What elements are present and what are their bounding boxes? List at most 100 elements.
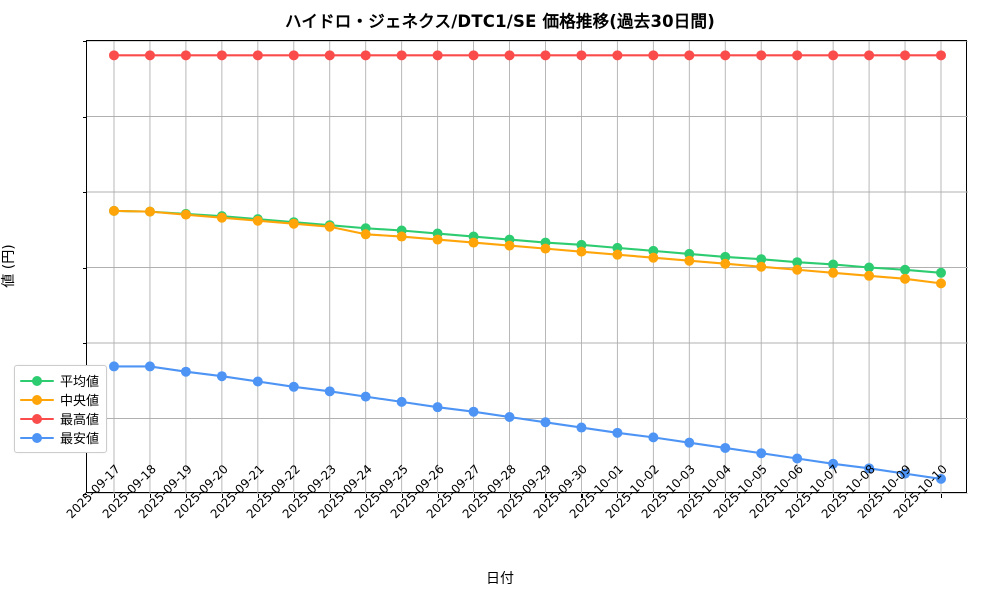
data-series bbox=[109, 205, 946, 278]
data-point bbox=[432, 402, 443, 413]
data-point bbox=[324, 386, 335, 397]
x-tick-mark bbox=[545, 494, 547, 498]
data-point bbox=[648, 50, 659, 61]
data-point bbox=[252, 376, 263, 387]
data-point bbox=[180, 50, 191, 61]
data-point bbox=[324, 221, 335, 232]
data-point bbox=[432, 234, 443, 245]
data-point bbox=[540, 417, 551, 428]
data-point bbox=[288, 50, 299, 61]
x-tick-mark bbox=[149, 494, 152, 498]
legend-item[interactable]: 平均値 bbox=[20, 371, 99, 390]
data-point bbox=[756, 254, 767, 265]
legend-item[interactable]: 最高値 bbox=[20, 409, 99, 428]
x-tick-mark bbox=[581, 494, 583, 498]
data-point bbox=[504, 411, 515, 422]
legend-label: 最高値 bbox=[60, 413, 100, 428]
data-point bbox=[648, 432, 659, 443]
data-point bbox=[252, 50, 263, 61]
legend-swatch bbox=[20, 412, 54, 426]
data-point bbox=[468, 237, 479, 248]
data-point bbox=[612, 427, 623, 438]
data-series bbox=[109, 50, 946, 61]
data-point bbox=[540, 243, 551, 254]
data-point bbox=[109, 361, 119, 372]
data-point bbox=[144, 50, 155, 61]
data-point bbox=[900, 468, 911, 479]
y-tick-mark bbox=[83, 343, 87, 345]
data-point bbox=[792, 264, 803, 275]
data-point bbox=[612, 249, 623, 260]
data-point bbox=[936, 267, 946, 278]
data-point bbox=[396, 396, 407, 407]
data-point bbox=[828, 267, 839, 278]
data-point bbox=[396, 50, 407, 61]
x-tick-mark bbox=[257, 494, 259, 498]
legend-marker-icon bbox=[32, 432, 42, 443]
data-point bbox=[756, 261, 767, 272]
data-point bbox=[792, 257, 803, 268]
y-tick-mark bbox=[83, 267, 87, 269]
data-point bbox=[324, 50, 335, 61]
data-point bbox=[756, 50, 767, 61]
data-point bbox=[756, 448, 767, 459]
data-point bbox=[936, 473, 946, 484]
legend-swatch bbox=[20, 431, 54, 445]
data-point bbox=[864, 463, 875, 474]
data-point bbox=[648, 252, 659, 263]
x-tick-mark bbox=[437, 494, 439, 498]
x-tick-mark bbox=[221, 494, 223, 498]
data-point bbox=[720, 50, 731, 61]
x-axis-label: 日付 bbox=[486, 571, 514, 587]
data-point bbox=[144, 361, 155, 372]
data-point bbox=[180, 366, 191, 377]
data-point bbox=[864, 270, 875, 281]
x-tick-mark bbox=[114, 494, 116, 498]
x-tick-mark bbox=[761, 494, 763, 498]
y-tick-mark bbox=[83, 192, 87, 194]
legend-item[interactable]: 最安値 bbox=[20, 428, 99, 447]
data-point bbox=[432, 50, 443, 61]
series-line bbox=[112, 209, 943, 285]
series-line bbox=[112, 365, 943, 480]
data-point bbox=[936, 278, 946, 289]
data-point bbox=[828, 259, 839, 270]
data-point bbox=[576, 246, 587, 257]
data-point bbox=[576, 422, 587, 433]
data-point bbox=[504, 240, 515, 251]
x-tick-mark bbox=[941, 494, 943, 498]
x-tick-mark bbox=[365, 494, 367, 498]
x-tick-mark bbox=[329, 494, 331, 498]
chart-title: ハイドロ・ジェネクス/DTC1/SE 価格推移(過去30日間) bbox=[285, 12, 715, 31]
data-point bbox=[612, 50, 623, 61]
data-point bbox=[288, 218, 299, 229]
x-tick-mark bbox=[293, 494, 295, 498]
legend-label: 最安値 bbox=[60, 432, 100, 447]
x-tick-mark bbox=[509, 494, 511, 498]
x-tick-mark bbox=[833, 494, 835, 498]
data-series bbox=[109, 361, 946, 484]
x-tick-mark bbox=[689, 494, 691, 498]
data-series-group bbox=[109, 50, 946, 484]
y-tick-mark bbox=[83, 494, 87, 496]
data-point bbox=[216, 212, 227, 223]
plot-svg bbox=[87, 41, 968, 494]
data-point bbox=[828, 50, 839, 61]
data-point bbox=[109, 205, 119, 216]
x-tick-mark bbox=[401, 494, 403, 498]
x-tick-mark bbox=[725, 494, 727, 498]
x-tick-mark bbox=[473, 494, 475, 498]
data-point bbox=[792, 50, 803, 61]
data-point bbox=[216, 371, 227, 382]
data-point bbox=[576, 50, 587, 61]
data-point bbox=[144, 206, 155, 217]
legend-marker-icon bbox=[32, 375, 42, 386]
data-point bbox=[360, 229, 371, 240]
data-point bbox=[720, 258, 731, 269]
series-line bbox=[112, 209, 943, 274]
data-point bbox=[109, 50, 119, 61]
data-point bbox=[180, 209, 191, 220]
legend-item[interactable]: 中央値 bbox=[20, 390, 99, 409]
data-point bbox=[720, 442, 731, 453]
